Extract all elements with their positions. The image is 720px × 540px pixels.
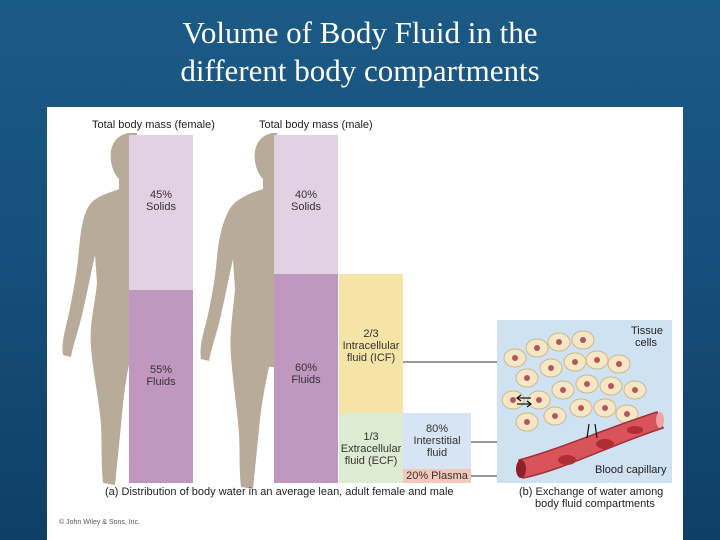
female-solids-label: Solids (146, 201, 176, 213)
male-solids-pct: 40% (294, 189, 318, 201)
male-solids-label: Solids (291, 201, 321, 213)
female-bar-heading: Total body mass (female) (92, 119, 215, 131)
male-fluids-bar: 60% Fluids (274, 274, 338, 483)
slide-title: Volume of Body Fluid in the different bo… (0, 14, 720, 90)
plasma-bar: 20% Plasma (403, 469, 471, 483)
caption-b-line-2: body fluid compartments (535, 498, 655, 510)
interstitial-line1: Interstitial (413, 435, 461, 447)
caption-a: (a) Distribution of body water in an ave… (105, 486, 454, 498)
copyright: © John Wiley & Sons, Inc. (59, 519, 141, 526)
male-fluids-label: Fluids (291, 374, 321, 386)
male-bar-heading: Total body mass (male) (259, 119, 373, 131)
blood-capillary (518, 411, 664, 479)
male-silhouette (200, 133, 277, 489)
tissue-cells-label-2: cells (635, 337, 658, 349)
ecf-line1: Extracellular (340, 443, 402, 455)
icf-bar: 2/3 Intracellular fluid (ICF) (339, 274, 403, 413)
female-fluids-bar: 55% Fluids (129, 290, 193, 483)
interstitial-line2: fluid (426, 447, 448, 459)
female-solids-bar: 45% Solids (129, 135, 193, 290)
icf-line2: fluid (ICF) (346, 352, 396, 364)
icf-fraction: 2/3 (363, 328, 379, 340)
female-fluids-label: Fluids (146, 376, 176, 388)
interstitial-bar: 80% Interstitial fluid (403, 413, 471, 469)
male-solids-bar: 40% Solids (274, 135, 338, 274)
male-fluids-pct: 60% (294, 362, 318, 374)
female-silhouette (62, 133, 137, 485)
fluid-exchange-illustration (497, 320, 672, 483)
title-line-1: Volume of Body Fluid in the (182, 15, 538, 50)
interstitial-pct: 80% (425, 423, 449, 435)
female-solids-pct: 45% (149, 189, 173, 201)
tissue-cells-label-1: Tissue (631, 325, 663, 337)
blood-capillary-label: Blood capillary (595, 464, 667, 476)
icf-line1: Intracellular (342, 340, 400, 352)
plasma-label: 20% Plasma (406, 470, 468, 482)
ecf-fraction: 1/3 (363, 431, 379, 443)
caption-b-line-1: (b) Exchange of water among (519, 486, 664, 498)
figure-panel: Total body mass (female) 45% Solids 55% … (47, 107, 683, 540)
female-fluids-pct: 55% (149, 364, 173, 376)
title-line-2: different body compartments (180, 53, 540, 88)
ecf-bar: 1/3 Extracellular fluid (ECF) (339, 413, 403, 483)
ecf-line2: fluid (ECF) (344, 455, 398, 467)
